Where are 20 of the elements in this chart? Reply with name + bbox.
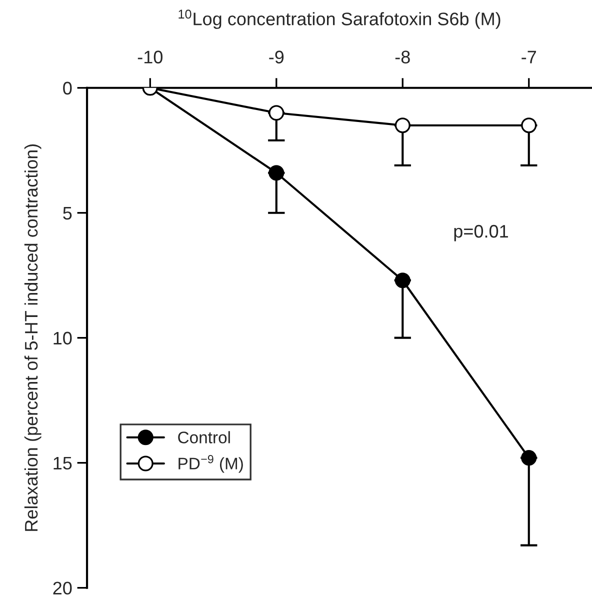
y-tick-label: 20 [53, 582, 72, 595]
x-axis-title: $^{10}$Log concentration Sarafotoxin S6b (M) [178, 10, 500, 29]
point [521, 118, 537, 134]
y-axis-title: Relaxation (percent of 5-HT induced contraction) [24, 144, 42, 531]
annotation: p=0.01 [454, 224, 508, 242]
point [394, 272, 410, 288]
y-tick-label: 0 [63, 82, 72, 95]
y-tick-label: 10 [54, 332, 72, 345]
x-tick-label: -10 [138, 50, 162, 64]
legend-label: PD$^{−9}$ (M) [178, 454, 243, 473]
x-tick-label: -7 [522, 50, 536, 64]
legend-label: Control [178, 431, 230, 444]
x-tick-label: -8 [395, 50, 410, 64]
point [394, 118, 410, 134]
point [268, 165, 284, 181]
x-tick-label: -9 [269, 50, 284, 64]
point [268, 105, 284, 121]
point [521, 450, 537, 466]
y-tick-label: 15 [54, 456, 72, 470]
y-tick-label: 5 [63, 206, 72, 220]
